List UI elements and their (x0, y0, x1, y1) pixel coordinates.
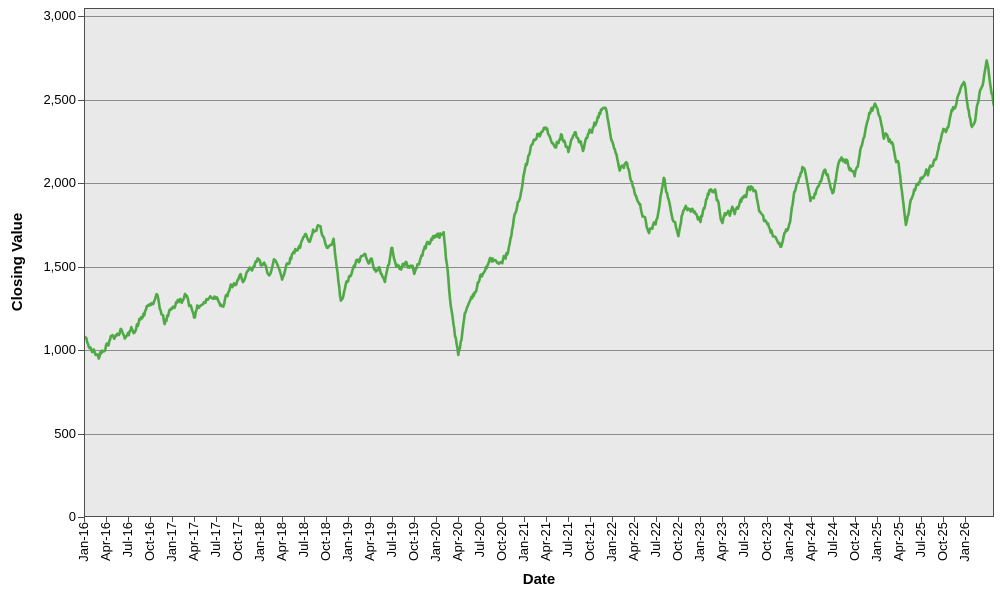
x-tick-label: Jul-17 (208, 522, 224, 558)
x-tick-label: Oct-20 (494, 522, 510, 562)
x-tick-label: Jan-18 (252, 522, 268, 562)
x-tick-label: Jul-25 (912, 522, 928, 558)
x-tick-label: Apr-20 (450, 522, 466, 562)
x-tick-label: Jan-21 (516, 522, 532, 562)
y-tick-label: 2,000 (43, 175, 76, 190)
x-tick-label: Jan-22 (604, 522, 620, 562)
x-tick-label: Jul-16 (120, 522, 136, 558)
x-tick-label: Jan-25 (868, 522, 884, 562)
x-tick-label: Jul-18 (296, 522, 312, 558)
x-tick-label: Jul-20 (472, 522, 488, 558)
x-tick-label: Apr-19 (362, 522, 378, 562)
x-tick-label: Oct-25 (934, 522, 950, 562)
y-tick-label: 0 (68, 509, 76, 524)
x-tick-label: Jan-20 (428, 522, 444, 562)
x-tick-label: Oct-24 (846, 522, 862, 562)
y-tick-label: 1,000 (43, 342, 76, 357)
y-tick-label: 3,000 (43, 8, 76, 23)
y-tick-label: 500 (54, 425, 76, 441)
x-tick-label: Oct-16 (142, 522, 158, 562)
x-tick-label: Apr-23 (714, 522, 730, 562)
x-tick-label: Apr-22 (626, 522, 642, 562)
plot-background (84, 8, 994, 517)
x-tick-label: Apr-17 (186, 522, 202, 562)
x-tick-label: Jan-24 (780, 522, 796, 562)
x-tick-label: Apr-24 (802, 522, 818, 562)
x-tick-label: Jan-26 (956, 522, 972, 562)
y-tick-label: 2,500 (43, 91, 76, 107)
x-tick-label: Apr-16 (98, 522, 114, 562)
y-tick-label: 1,500 (43, 258, 76, 274)
x-tick-label: Oct-18 (318, 522, 334, 562)
x-axis-title: Date (522, 571, 556, 588)
x-tick-label: Jul-24 (824, 522, 840, 558)
x-tick-label: Apr-21 (538, 522, 554, 562)
x-tick-label: Apr-25 (890, 522, 906, 562)
x-tick-label: Jul-23 (736, 522, 752, 558)
x-tick-label: Jan-23 (692, 522, 708, 562)
x-tick-label: Oct-17 (230, 522, 246, 562)
x-tick-label: Jul-22 (648, 522, 664, 558)
x-tick-label: Oct-22 (670, 522, 686, 562)
x-tick-label: Jan-16 (76, 522, 91, 562)
x-tick-label: Jul-21 (560, 522, 576, 558)
x-tick-label: Oct-19 (406, 522, 422, 562)
x-tick-label: Oct-21 (582, 522, 598, 562)
x-tick-label: Apr-18 (274, 522, 290, 562)
x-tick-label: Jul-19 (384, 522, 400, 558)
x-tick-label: Jan-17 (164, 522, 180, 562)
plot-border (84, 8, 994, 517)
x-tick-label: Jan-19 (340, 522, 356, 562)
series-line-closing-value (84, 59, 994, 360)
x-tick-label: Oct-23 (758, 522, 774, 562)
